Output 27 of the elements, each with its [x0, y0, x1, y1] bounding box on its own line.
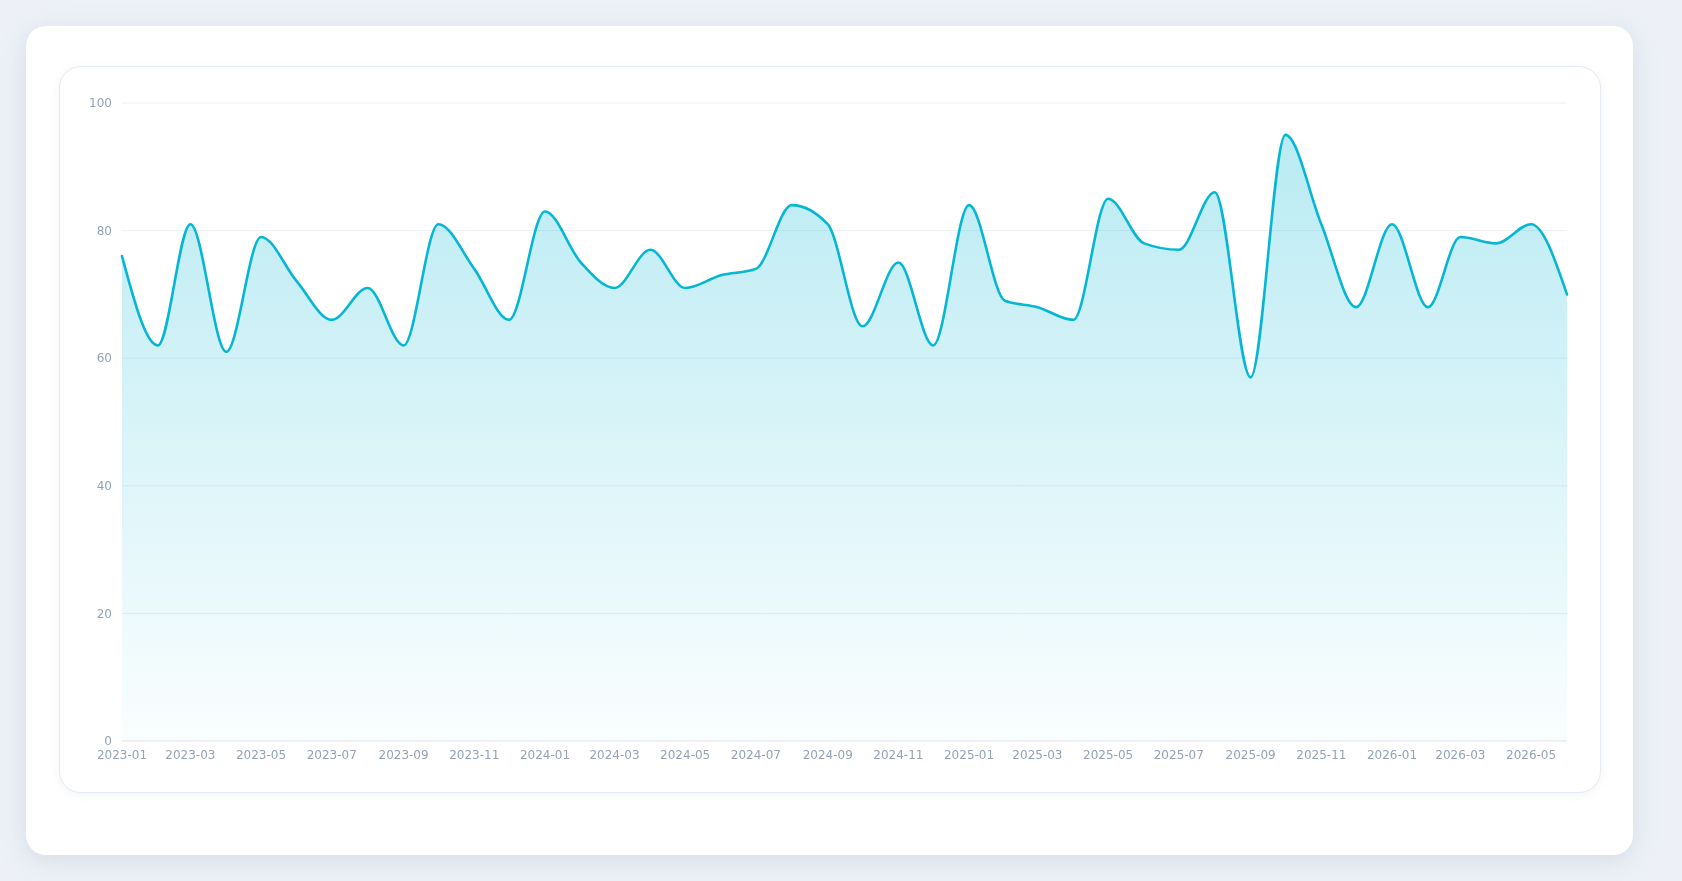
x-tick-label: 2024-11	[873, 748, 924, 762]
x-tick-label: 2025-09	[1225, 748, 1276, 762]
y-tick-label: 40	[96, 479, 112, 493]
x-tick-label: 2024-07	[730, 748, 781, 762]
y-tick-label: 0	[104, 734, 112, 749]
x-tick-label: 2024-03	[589, 748, 640, 762]
y-tick-label: 100	[89, 96, 112, 111]
x-tick-label: 2024-01	[519, 748, 571, 762]
y-tick-label: 20	[96, 606, 112, 621]
x-tick-label: 2023-07	[306, 748, 357, 762]
x-tick-label: 2026-01	[1366, 748, 1418, 762]
y-tick-label: 60	[96, 351, 112, 366]
x-tick-label: 2025-01	[944, 748, 995, 762]
x-tick-label: 2023-11	[449, 748, 500, 762]
x-tick-label: 2023-09	[378, 748, 429, 762]
x-tick-label: 2024-05	[660, 748, 711, 762]
x-tick-label: 2024-09	[802, 748, 853, 762]
x-tick-label: 2025-03	[1012, 748, 1063, 762]
x-tick-label: 2025-07	[1153, 748, 1204, 762]
x-tick-label: 2026-03	[1435, 748, 1486, 762]
x-tick-label: 2023-01	[96, 748, 148, 762]
x-tick-label: 2026-05	[1506, 748, 1557, 762]
x-tick-label: 2023-03	[165, 748, 216, 762]
x-tick-label: 2025-05	[1083, 748, 1134, 762]
y-tick-label: 80	[96, 223, 112, 238]
x-tick-label: 2023-05	[235, 748, 287, 762]
x-tick-label: 2025-11	[1296, 748, 1347, 762]
